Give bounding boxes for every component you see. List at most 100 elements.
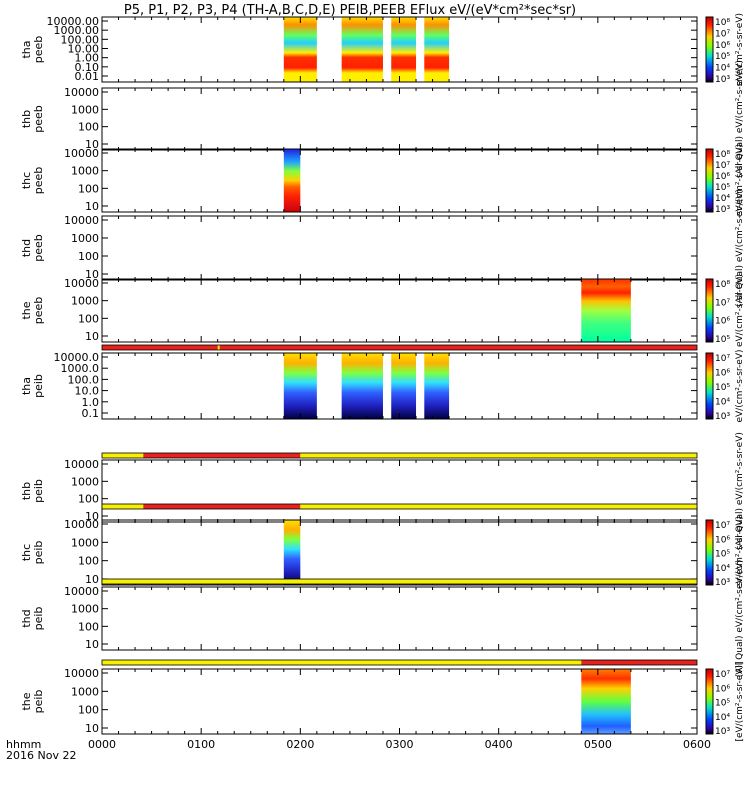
data-block: [581, 279, 631, 342]
colorbar-label: eV/(cm²-s-sr-eV): [735, 13, 745, 86]
y-tick-label: 1000.00: [54, 24, 100, 37]
colorbar-tick-label: 10⁶: [715, 535, 730, 545]
colorbar-tick-label: 10⁷: [715, 670, 730, 680]
y-axis-label: thdpeeb: [20, 234, 45, 262]
colorbar-label: eV/(cm²-s-sr-eV): [735, 349, 745, 422]
y-axis-label: thapeib: [20, 374, 45, 398]
y-tick-label: 100: [78, 182, 99, 195]
y-tick-label: 10000: [64, 667, 99, 680]
x-tick-label: 0300: [386, 738, 414, 751]
y-tick-label: 10: [85, 138, 99, 151]
colorbar-tick-label: 10⁵: [715, 699, 730, 709]
panel-thb-peib: 10000 1000 100 10 thbpeib (All Qual) eV/(cm²-…: [20, 432, 745, 550]
y-tick-label: 10.0: [75, 385, 100, 398]
panel-the-peeb: 10000 1000 100 10 thepeeb 10⁸ 10⁷ 10⁶ 10⁵ eV/(cm²…: [20, 274, 745, 347]
flag-segment: [300, 453, 697, 458]
y-tick-label: 1000: [71, 475, 99, 488]
colorbar-tick-label: 10⁴: [715, 194, 730, 204]
colorbar-tick-label: 10⁶: [715, 41, 730, 51]
colorbar-label: (All Qual) eV/(cm²-s-sr-eV): [735, 60, 745, 178]
data-block: [424, 353, 450, 419]
colorbar: [705, 16, 714, 83]
y-axis-label: thcpeib: [20, 541, 45, 565]
colorbar-label: [eV/(cm²-s-sr-eV)]: [735, 661, 745, 741]
y-axis-label: thdpeib: [20, 607, 45, 631]
y-tick-label: 10000: [64, 86, 99, 99]
data-block: [424, 17, 450, 82]
y-tick-label: 0.1: [82, 407, 100, 420]
colorbar-tick-label: 10³: [715, 578, 730, 588]
quality-flag-bar: [101, 344, 698, 351]
colorbar-label: (All Qual) eV/(cm²-s-sr-eV): [735, 189, 745, 307]
y-tick-label: 100: [78, 312, 99, 325]
data-block: [341, 353, 383, 419]
y-tick-label: 0.01: [75, 70, 100, 83]
y-tick-label: 100: [78, 493, 99, 506]
y-tick-label: 10: [85, 638, 99, 651]
colorbar-tick-label: 10⁴: [715, 564, 730, 574]
y-tick-label: 1.0: [82, 396, 100, 409]
x-tick-label: 0100: [187, 738, 215, 751]
colorbar: [705, 668, 714, 735]
colorbar-tick-label: 10³: [715, 75, 730, 85]
panel-frame: [101, 87, 698, 151]
x-tick-label: 0500: [584, 738, 612, 751]
y-tick-label: 1000: [71, 603, 99, 616]
flag-segment: [102, 504, 144, 509]
y-tick-label: 10: [85, 722, 99, 735]
flag-segment: [143, 504, 301, 509]
y-axis-label: thcpeeb: [20, 167, 45, 195]
y-tick-label: 100.0: [68, 373, 100, 386]
y-tick-label: 1000: [71, 103, 99, 116]
y-tick-label: 1000: [71, 165, 99, 178]
colorbar-tick-label: 10⁸: [715, 150, 730, 160]
colorbar-tick-label: 10⁷: [715, 29, 730, 39]
y-tick-label: 1000: [71, 295, 99, 308]
flag-segment: [581, 660, 697, 665]
colorbar-tick-label: 10³: [715, 727, 730, 737]
y-tick-label: 10000: [64, 458, 99, 471]
flag-segment: [102, 660, 582, 665]
colorbar-tick-label: 10⁵: [715, 52, 730, 62]
quality-flag-bar: [101, 452, 698, 459]
panel-thd-peib: 10000 1000 100 10 thdpeib (All Qual) eV/(cm²-…: [20, 560, 745, 678]
data-block: [283, 17, 317, 82]
colorbar-label: (All Qual) eV/(cm²-s-sr-eV): [735, 560, 745, 678]
y-axis-label: thepeib: [20, 690, 45, 714]
x-tick-label: 0000: [88, 738, 116, 751]
y-tick-label: 1000: [71, 232, 99, 245]
panel-frame: [101, 148, 698, 213]
colorbar-tick-label: 10⁴: [715, 64, 730, 74]
figure-title: P5, P1, P2, P3, P4 (TH-A,B,C,D,E) PEIB,P…: [123, 3, 577, 18]
y-tick-label: 10000: [64, 147, 99, 160]
colorbar-tick-label: 10⁶: [715, 684, 730, 694]
y-tick-label: 10: [85, 573, 99, 586]
colorbar-tick-label: 10⁶: [715, 172, 730, 182]
colorbar-tick-label: 10⁸: [715, 18, 730, 28]
quality-flag-bar: [101, 659, 698, 666]
colorbar-tick-label: 10⁵: [715, 550, 730, 560]
colorbar-tick-label: 10⁷: [715, 298, 730, 308]
y-tick-label: 10.00: [68, 43, 100, 56]
colorbar-label: eV/(cm²-s-sr-eV): [735, 144, 745, 217]
y-tick-label: 100.00: [61, 33, 100, 46]
data-block: [283, 353, 317, 419]
y-tick-label: 1000.0: [61, 362, 100, 375]
data-block: [391, 17, 417, 82]
colorbar-tick-label: 10³: [715, 205, 730, 215]
colorbar-tick-label: 10³: [715, 412, 730, 422]
data-block: [283, 520, 301, 585]
y-tick-label: 100: [78, 555, 99, 568]
panel-frame: [101, 459, 698, 523]
data-block: [391, 353, 417, 419]
colorbar-tick-label: 10⁴: [715, 398, 730, 408]
y-tick-label: 10000.00: [47, 15, 100, 28]
x-tick-label: 0600: [683, 738, 711, 751]
colorbar-tick-label: 10⁶: [715, 369, 730, 379]
x-tick-label: 0400: [485, 738, 513, 751]
y-tick-label: 100: [78, 620, 99, 633]
